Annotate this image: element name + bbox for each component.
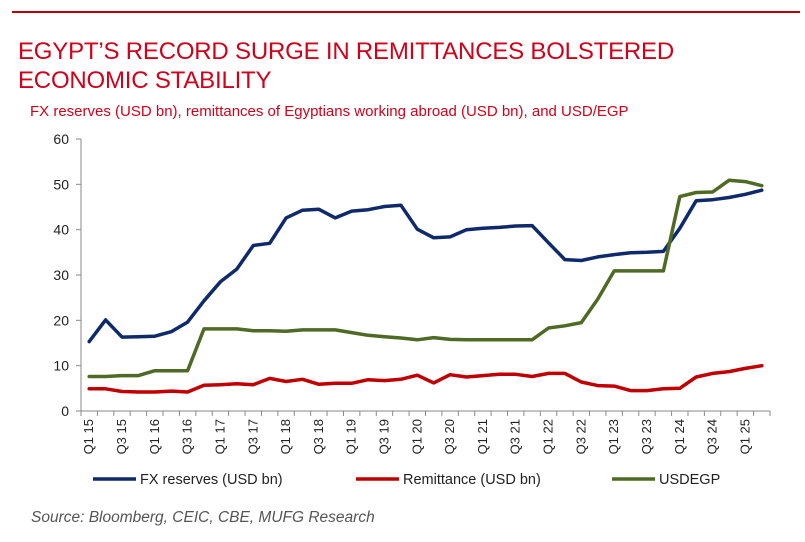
chart-subtitle: FX reserves (USD bn), remittances of Egy…: [30, 103, 629, 120]
source-note: Source: Bloomberg, CEIC, CBE, MUFG Resea…: [31, 509, 375, 526]
x-tick-label: Q1 21: [475, 419, 490, 454]
tick-labels: 0 10 20 30 40 50 60 Q1 15 Q3 15 Q1 16 Q3 16 Q1 17 Q3…: [53, 131, 752, 454]
x-tick-label: Q3 18: [311, 419, 326, 454]
y-tick-label: 10: [53, 358, 69, 374]
y-tick-label: 50: [53, 176, 69, 192]
x-tick-label: Q1 22: [541, 419, 556, 454]
line-chart: 0 10 20 30 40 50 60 Q1 15 Q3 15 Q1 16 Q3 16 Q1 17 Q3…: [53, 131, 771, 488]
y-tick-label: 0: [61, 403, 69, 419]
title-rule: [12, 11, 800, 13]
legend: FX reserves (USD bn) Remittance (USD bn) U…: [93, 472, 720, 488]
x-tick-label: Q1 24: [672, 419, 687, 454]
y-tick-label: 40: [53, 222, 69, 238]
x-tick-label: Q1 25: [737, 419, 752, 454]
chart-title: EGYPT’S RECORD SURGE IN REMITTANCES BOLS…: [18, 38, 674, 94]
x-tick-label: Q3 22: [573, 419, 588, 454]
y-tick-label: 60: [53, 131, 69, 147]
series-line-1: [87, 188, 764, 344]
series-lines: [87, 178, 764, 394]
series-line-2: [87, 363, 764, 394]
x-tick-label: Q3 24: [705, 419, 720, 454]
x-tick-label: Q3 20: [442, 419, 457, 454]
x-tick-label: Q3 16: [180, 419, 195, 454]
x-tick-label: Q1 17: [212, 419, 227, 454]
x-tick-label: Q1 15: [81, 419, 96, 454]
legend-label-3: USDEGP: [659, 472, 720, 488]
x-tick-label: Q3 19: [376, 419, 391, 454]
x-tick-label: Q1 19: [344, 419, 359, 454]
legend-label-1: FX reserves (USD bn): [140, 472, 283, 488]
x-tick-label: Q3 23: [639, 419, 654, 454]
x-tick-label: Q1 23: [606, 419, 621, 454]
x-tick-label: Q3 15: [114, 419, 129, 454]
x-tick-label: Q1 16: [147, 419, 162, 454]
y-tick-label: 30: [53, 267, 69, 283]
axes: [76, 138, 771, 416]
x-tick-label: Q3 17: [245, 419, 260, 454]
legend-label-2: Remittance (USD bn): [403, 472, 541, 488]
x-tick-label: Q1 20: [409, 419, 424, 454]
x-tick-label: Q1 18: [278, 419, 293, 454]
x-tick-label: Q3 21: [508, 419, 523, 454]
series-line-3: [87, 178, 764, 379]
y-tick-label: 20: [53, 312, 69, 328]
